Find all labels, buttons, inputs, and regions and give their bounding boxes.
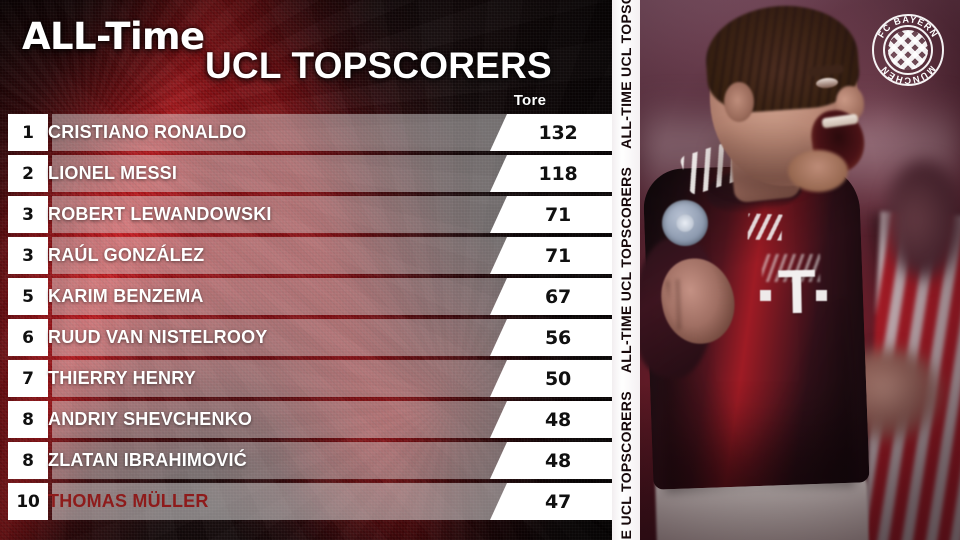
crest-top-text: FC BAYERN [876, 14, 940, 39]
goals-plate: 48 [490, 401, 612, 438]
player-name: ZLATAN IBRAHIMOVIĆ [48, 450, 247, 470]
goals-value: 50 [544, 367, 572, 390]
table-row: 6 RUUD VAN NISTELROOY 56 [0, 319, 612, 356]
goals-plate: 118 [490, 155, 612, 192]
player-name: RAÚL GONZÁLEZ [48, 245, 205, 265]
goals-plate: 50 [490, 360, 612, 397]
table-row: 10 THOMAS MÜLLER 47 [0, 483, 612, 520]
fc-bayern-crest-icon: FC BAYERN MÜNCHEN [872, 14, 944, 86]
table-row: 8 ANDRIY SHEVCHENKO 48 [0, 401, 612, 438]
goals-value: 132 [538, 121, 578, 144]
table-row: 7 THIERRY HENRY 50 [0, 360, 612, 397]
goals-plate: 48 [490, 442, 612, 479]
goals-plate: 67 [490, 278, 612, 315]
adidas-logo-icon [747, 213, 783, 241]
goals-plate: 71 [490, 196, 612, 233]
rank-badge: 3 [8, 196, 48, 233]
player-name: ROBERT LEWANDOWSKI [48, 204, 272, 224]
player-name: LIONEL MESSI [48, 163, 178, 183]
player-name: RUUD VAN NISTELROOY [48, 327, 268, 347]
rank-badge: 5 [8, 278, 48, 315]
table-row: 3 RAÚL GONZÁLEZ 71 [0, 237, 612, 274]
goals-value: 118 [538, 162, 578, 185]
page-title-secondary: UCL TOPSCORERS [205, 45, 552, 86]
crest-bottom-text: MÜNCHEN [879, 64, 938, 86]
goals-value: 67 [544, 285, 572, 308]
side-marquee-text: ALL-TIME UCL TOPSCORERS ALL-TIME UCL TOPS… [612, 0, 640, 540]
topscorers-table: 1 CRISTIANO RONALDO 132 2 LIONEL MESSI 118 3 RO… [0, 114, 612, 524]
crest-outer-ring [872, 14, 944, 86]
player-name: ANDRIY SHEVCHENKO [48, 409, 253, 429]
opponent-arm [886, 160, 960, 280]
rank-badge: 6 [8, 319, 48, 356]
rank-badge: 7 [8, 360, 48, 397]
player-name: CRISTIANO RONALDO [48, 122, 247, 142]
table-row: 1 CRISTIANO RONALDO 132 [0, 114, 612, 151]
fist-shading [666, 271, 730, 331]
ucl-starball-icon [676, 214, 694, 232]
player-name: KARIM BENZEMA [48, 286, 204, 306]
goals-plate: 71 [490, 237, 612, 274]
rank-badge: 10 [8, 483, 48, 520]
telekom-dot-left-icon [760, 290, 771, 301]
table-row: 8 ZLATAN IBRAHIMOVIĆ 48 [0, 442, 612, 479]
player-name: THIERRY HENRY [48, 368, 196, 388]
goals-value: 56 [544, 326, 572, 349]
rank-badge: 8 [8, 442, 48, 479]
rank-badge: 1 [8, 114, 48, 151]
player-photo: T FC BAYERN [640, 0, 960, 540]
goals-value: 71 [544, 203, 572, 226]
player-chin [788, 150, 848, 192]
goals-value: 47 [544, 490, 572, 513]
column-header-goals: Tore [513, 92, 547, 109]
goals-value: 48 [544, 449, 572, 472]
goals-plate: 56 [490, 319, 612, 356]
player-name: THOMAS MÜLLER [48, 491, 209, 511]
goals-value: 71 [544, 244, 572, 267]
side-marquee-strip: ALL-TIME UCL TOPSCORERS ALL-TIME UCL TOPS… [612, 0, 640, 540]
telekom-dot-right-icon [816, 290, 827, 301]
goals-plate: 132 [490, 114, 612, 151]
stats-panel: ALL-Time UCL TOPSCORERS Tore 1 CRISTIANO … [0, 0, 612, 540]
table-row: 5 KARIM BENZEMA 67 [0, 278, 612, 315]
jersey-chest-detail [762, 254, 820, 282]
goals-plate: 47 [490, 483, 612, 520]
rank-badge: 3 [8, 237, 48, 274]
marquee-segment: ALL-TIME UCL TOPSCORERS [618, 0, 634, 149]
player-ear [724, 82, 754, 122]
rank-badge: 2 [8, 155, 48, 192]
page-title-primary: ALL-Time [22, 15, 205, 58]
marquee-segment: ALL-TIME UCL TOPSCORERS [618, 166, 634, 374]
rank-badge: 8 [8, 401, 48, 438]
table-row: 3 ROBERT LEWANDOWSKI 71 [0, 196, 612, 233]
marquee-segment: ALL-TIME UCL TOPSCORERS [618, 391, 634, 540]
crest-lettering: FC BAYERN MÜNCHEN [876, 14, 940, 86]
title-block: ALL-Time UCL TOPSCORERS Tore [0, 0, 612, 112]
goals-value: 48 [544, 408, 572, 431]
table-row: 2 LIONEL MESSI 118 [0, 155, 612, 192]
